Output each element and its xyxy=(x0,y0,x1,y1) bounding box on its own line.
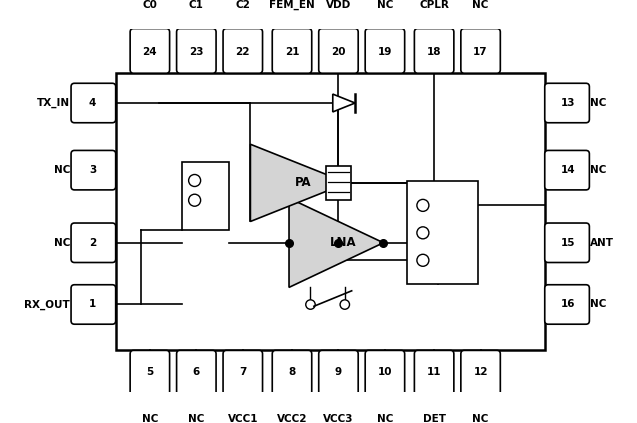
Bar xyxy=(116,73,545,350)
Text: 21: 21 xyxy=(285,47,299,57)
Text: 18: 18 xyxy=(427,47,441,57)
Text: C0: C0 xyxy=(143,0,157,10)
Text: RX_OUT: RX_OUT xyxy=(24,299,70,310)
Bar xyxy=(408,181,478,284)
FancyBboxPatch shape xyxy=(461,29,500,73)
Text: DET: DET xyxy=(422,414,446,423)
Polygon shape xyxy=(289,198,383,287)
Text: NC: NC xyxy=(590,165,606,175)
Text: NC: NC xyxy=(141,414,158,423)
FancyBboxPatch shape xyxy=(223,350,262,395)
FancyBboxPatch shape xyxy=(365,350,404,395)
Polygon shape xyxy=(333,94,355,112)
Text: NC: NC xyxy=(376,414,393,423)
Text: CPLR: CPLR xyxy=(419,0,449,10)
Text: 1: 1 xyxy=(89,299,96,310)
FancyBboxPatch shape xyxy=(415,350,454,395)
Text: 11: 11 xyxy=(427,367,441,377)
Text: 4: 4 xyxy=(89,98,96,108)
FancyBboxPatch shape xyxy=(545,83,589,123)
FancyBboxPatch shape xyxy=(176,350,216,395)
Text: VCC3: VCC3 xyxy=(323,414,354,423)
FancyBboxPatch shape xyxy=(461,350,500,395)
Text: 22: 22 xyxy=(236,47,250,57)
Text: 20: 20 xyxy=(331,47,346,57)
FancyBboxPatch shape xyxy=(272,29,311,73)
FancyBboxPatch shape xyxy=(545,151,589,190)
Text: NC: NC xyxy=(376,0,393,10)
Text: 23: 23 xyxy=(189,47,204,57)
Text: NC: NC xyxy=(54,165,70,175)
Text: NC: NC xyxy=(473,414,489,423)
Circle shape xyxy=(189,194,201,206)
FancyBboxPatch shape xyxy=(71,83,116,123)
FancyBboxPatch shape xyxy=(272,350,311,395)
Text: NC: NC xyxy=(590,299,606,310)
FancyBboxPatch shape xyxy=(71,223,116,263)
Circle shape xyxy=(417,254,429,266)
Text: 5: 5 xyxy=(147,367,154,377)
Text: 6: 6 xyxy=(193,367,200,377)
Text: 8: 8 xyxy=(289,367,296,377)
FancyBboxPatch shape xyxy=(130,350,169,395)
FancyBboxPatch shape xyxy=(71,151,116,190)
Text: 16: 16 xyxy=(561,299,575,310)
Text: 19: 19 xyxy=(378,47,392,57)
FancyBboxPatch shape xyxy=(176,29,216,73)
Text: ANT: ANT xyxy=(590,238,614,248)
Bar xyxy=(326,166,352,200)
FancyBboxPatch shape xyxy=(415,29,454,73)
Text: C1: C1 xyxy=(189,0,204,10)
Text: PA: PA xyxy=(295,176,311,190)
FancyBboxPatch shape xyxy=(318,29,358,73)
Text: 10: 10 xyxy=(378,367,392,377)
Text: 14: 14 xyxy=(561,165,575,175)
Text: 12: 12 xyxy=(473,367,488,377)
Text: 24: 24 xyxy=(143,47,157,57)
FancyBboxPatch shape xyxy=(71,285,116,324)
Text: 13: 13 xyxy=(561,98,575,108)
Text: 7: 7 xyxy=(239,367,247,377)
FancyBboxPatch shape xyxy=(130,29,169,73)
Text: TX_IN: TX_IN xyxy=(37,98,70,108)
Text: FEM_EN: FEM_EN xyxy=(269,0,315,10)
Text: NC: NC xyxy=(590,98,606,108)
FancyBboxPatch shape xyxy=(365,29,404,73)
FancyBboxPatch shape xyxy=(545,285,589,324)
Text: VCC2: VCC2 xyxy=(276,414,307,423)
Circle shape xyxy=(306,300,315,309)
Circle shape xyxy=(340,300,350,309)
Text: 9: 9 xyxy=(335,367,342,377)
FancyBboxPatch shape xyxy=(545,223,589,263)
Text: LNA: LNA xyxy=(330,236,356,249)
FancyBboxPatch shape xyxy=(318,350,358,395)
Text: NC: NC xyxy=(473,0,489,10)
Circle shape xyxy=(189,174,201,187)
Text: 3: 3 xyxy=(89,165,96,175)
FancyBboxPatch shape xyxy=(223,29,262,73)
Text: 15: 15 xyxy=(561,238,575,248)
Text: NC: NC xyxy=(54,238,70,248)
Bar xyxy=(182,162,229,230)
Text: VDD: VDD xyxy=(326,0,351,10)
Text: C2: C2 xyxy=(235,0,250,10)
Circle shape xyxy=(417,227,429,239)
Text: 17: 17 xyxy=(473,47,488,57)
Text: VCC1: VCC1 xyxy=(227,414,258,423)
Circle shape xyxy=(417,199,429,212)
Text: NC: NC xyxy=(188,414,204,423)
Text: 2: 2 xyxy=(89,238,96,248)
Polygon shape xyxy=(250,144,347,222)
